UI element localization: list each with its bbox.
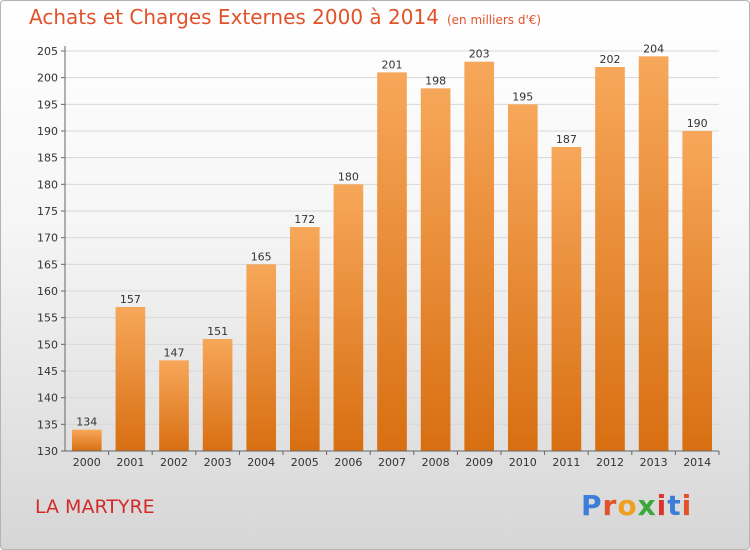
bar-2007 [377, 72, 407, 451]
chart-title: Achats et Charges Externes 2000 à 2014 [29, 5, 439, 29]
logo-letter: o [617, 489, 638, 522]
x-tick-label: 2012 [596, 456, 624, 469]
y-tick-label: 170 [37, 232, 58, 245]
x-tick-label: 2011 [552, 456, 580, 469]
data-label: 151 [207, 325, 228, 338]
y-tick-label: 135 [37, 418, 58, 431]
x-tick-label: 2002 [160, 456, 188, 469]
x-tick-label: 2005 [291, 456, 319, 469]
logo-letter: i [656, 489, 668, 522]
data-label: 134 [76, 416, 97, 429]
y-tick-label: 145 [37, 365, 58, 378]
bar-2002 [159, 360, 189, 451]
x-tick-label: 2013 [640, 456, 668, 469]
bar-2001 [115, 307, 146, 451]
bar-2011 [551, 147, 582, 451]
x-tick-label: 2001 [116, 456, 144, 469]
data-label: 172 [294, 213, 315, 226]
y-tick-label: 205 [37, 45, 58, 58]
axes [61, 46, 720, 455]
y-tick-label: 165 [37, 258, 58, 271]
y-tick-label: 185 [37, 152, 58, 165]
y-tick-label: 195 [37, 98, 58, 111]
x-tick-label: 2008 [422, 456, 450, 469]
y-tick-label: 140 [37, 392, 58, 405]
y-tick-label: 155 [37, 312, 58, 325]
bar-2006 [333, 184, 364, 452]
y-tick-label: 160 [37, 285, 58, 298]
bar-2000 [71, 429, 102, 451]
data-label: 201 [382, 58, 403, 71]
x-tick-label: 2009 [465, 456, 493, 469]
data-label: 202 [600, 53, 621, 66]
bar-2013 [638, 56, 669, 451]
data-label: 204 [643, 42, 664, 55]
chart-header: Achats et Charges Externes 2000 à 2014 (e… [29, 5, 541, 29]
y-tick-label: 180 [37, 178, 58, 191]
data-label: 203 [469, 48, 490, 61]
x-tick-label: 2000 [73, 456, 101, 469]
bar-2010 [507, 104, 538, 451]
y-tick-label: 175 [37, 205, 58, 218]
x-tick-label: 2010 [509, 456, 537, 469]
data-label: 165 [251, 250, 272, 263]
bar-2008 [420, 88, 451, 451]
y-tick-label: 130 [37, 445, 58, 458]
data-label: 157 [120, 293, 141, 306]
x-tick-label: 2003 [204, 456, 232, 469]
logo-letter: x [637, 489, 657, 522]
data-label: 190 [687, 117, 708, 130]
bar-2012 [595, 67, 625, 451]
x-tick-label: 2007 [378, 456, 406, 469]
x-tick-label: 2004 [247, 456, 275, 469]
proxiti-logo: Proxiti [581, 489, 692, 522]
y-tick-label: 190 [37, 125, 58, 138]
labels: 130 135 140 145 150 155 160 165 170 175 180 185 190 1… [37, 42, 711, 469]
data-label: 180 [338, 170, 359, 183]
bar-2003 [202, 339, 233, 451]
place-name: LA MARTYRE [35, 496, 155, 518]
x-tick-label: 2014 [683, 456, 711, 469]
data-label: 195 [512, 90, 533, 103]
y-tick-label: 150 [37, 338, 58, 351]
y-tick-label: 200 [37, 72, 58, 85]
logo-letter: t [667, 489, 682, 522]
bar-2005 [289, 227, 320, 451]
x-tick-label: 2006 [334, 456, 362, 469]
data-label: 198 [425, 74, 446, 87]
logo-letter: r [602, 489, 618, 522]
logo-letter: i [681, 489, 693, 522]
data-label: 147 [164, 346, 185, 359]
data-label: 187 [556, 133, 577, 146]
bar-2009 [464, 61, 495, 452]
chart-subtitle: (en milliers d'€) [446, 13, 542, 27]
logo-letter: P [581, 489, 603, 522]
bars [71, 56, 713, 452]
bar-2004 [246, 264, 277, 451]
bar-2014 [682, 131, 713, 451]
